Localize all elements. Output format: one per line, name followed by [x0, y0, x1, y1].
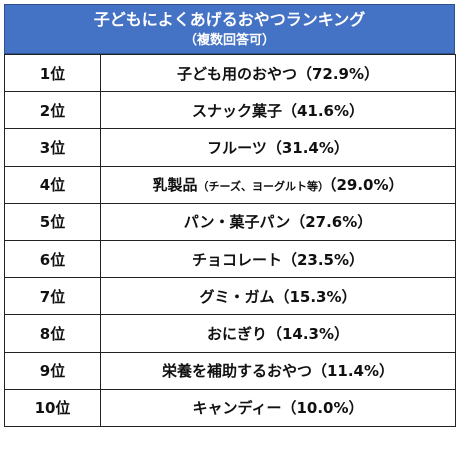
item-cell: スナック菓子（41.6%） [100, 91, 456, 130]
item-name: 子ども用のおやつ [176, 64, 297, 83]
item-cell: チョコレート（23.5%） [100, 239, 456, 279]
item-percentage: （11.4%） [311, 362, 395, 381]
item-name: フルーツ [207, 138, 267, 157]
table-row: 8位 おにぎり（14.3%） [4, 314, 456, 353]
item-name: おにぎり [206, 324, 267, 343]
table-row: 10位 キャンディー（10.0%） [4, 388, 456, 427]
rank-cell: 8位 [4, 314, 101, 353]
table-row: 3位 フルーツ（31.4%） [4, 128, 456, 167]
item-name: キャンディー [192, 399, 282, 418]
rank-cell: 2位 [4, 91, 101, 130]
item-percentage: （72.9%） [296, 64, 380, 83]
table-row: 7位 グミ・ガム（15.3%） [4, 277, 456, 316]
item-cell: パン・菓子パン（27.6%） [100, 202, 456, 241]
rank-cell: 7位 [4, 277, 101, 316]
rank-cell: 5位 [4, 202, 101, 241]
rank-cell: 6位 [4, 239, 101, 279]
item-cell: キャンディー（10.0%） [100, 388, 456, 427]
item-name: 乳製品 [152, 176, 198, 195]
item-percentage: （29.0%） [328, 176, 404, 195]
item-percentage: （41.6%） [281, 101, 365, 120]
table-row: 2位 スナック菓子（41.6%） [4, 91, 456, 130]
item-cell: フルーツ（31.4%） [100, 128, 456, 167]
table-title: 子どもによくあげるおやつランキング [93, 10, 366, 29]
item-percentage: （14.3%） [266, 324, 350, 343]
rank-cell: 10位 [4, 388, 101, 427]
item-percentage: （10.0%） [281, 399, 364, 418]
table-row: 4位 乳製品（チーズ、ヨーグルト等）（29.0%） [4, 165, 456, 204]
ranking-table: 子どもによくあげるおやつランキング （複数回答可） 1位 子ども用のおやつ（72.… [4, 4, 456, 446]
item-cell: グミ・ガム（15.3%） [100, 277, 456, 316]
item-name: 栄養を補助するおやつ [161, 362, 312, 381]
rank-cell: 1位 [4, 53, 101, 93]
item-cell: おにぎり（14.3%） [100, 314, 456, 353]
item-percentage: （27.6%） [290, 213, 373, 232]
rank-cell: 9位 [4, 351, 101, 390]
rank-cell: 4位 [4, 165, 101, 204]
table-header: 子どもによくあげるおやつランキング （複数回答可） [4, 4, 455, 54]
item-name: チョコレート [191, 250, 282, 269]
item-name: グミ・ガム [199, 287, 275, 306]
item-percentage: （15.3%） [274, 287, 357, 306]
table-row: 6位 チョコレート（23.5%） [4, 239, 456, 279]
table-row: 9位 栄養を補助するおやつ（11.4%） [4, 351, 456, 390]
table-row: 1位 子ども用のおやつ（72.9%） [4, 53, 456, 93]
ranking-body: 1位 子ども用のおやつ（72.9%） 2位 スナック菓子（41.6%） 3位 フルーツ（3… [4, 53, 456, 427]
item-note: （チーズ、ヨーグルト等） [197, 180, 329, 194]
item-cell: 栄養を補助するおやつ（11.4%） [100, 351, 456, 390]
item-percentage: （23.5%） [281, 250, 365, 269]
item-cell: 子ども用のおやつ（72.9%） [100, 53, 456, 93]
item-name: パン・菓子パン [183, 213, 291, 232]
table-subtitle: （複数回答可） [183, 33, 275, 48]
table-row: 5位 パン・菓子パン（27.6%） [4, 202, 456, 241]
rank-cell: 3位 [4, 128, 101, 167]
item-percentage: （31.4%） [266, 138, 349, 157]
item-cell: 乳製品（チーズ、ヨーグルト等）（29.0%） [100, 165, 456, 204]
item-name: スナック菓子 [191, 101, 282, 120]
